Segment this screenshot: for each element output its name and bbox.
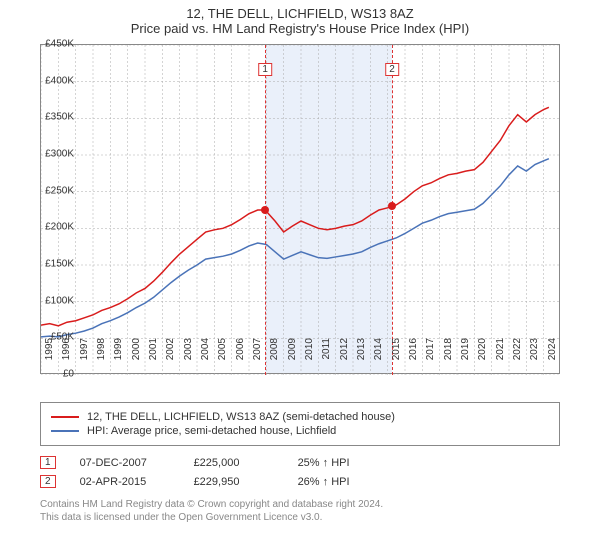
x-tick-label: 1997 [79,338,90,378]
x-tick-label: 2021 [495,338,506,378]
x-tick-label: 1996 [61,338,72,378]
x-tick-label: 2000 [131,338,142,378]
legend-swatch-property [51,416,79,418]
plot-area: 12 [40,44,560,374]
sale-marker-dot [388,202,396,210]
x-tick-label: 1998 [96,338,107,378]
sales-list: 1 07-DEC-2007 £225,000 25% ↑ HPI 2 02-AP… [40,456,560,488]
legend-label-hpi: HPI: Average price, semi-detached house,… [87,425,336,437]
y-tick-label: £350K [45,112,74,123]
chart-container: 12, THE DELL, LICHFIELD, WS13 8AZ Price … [0,0,600,524]
x-tick-label: 2015 [391,338,402,378]
y-tick-label: £150K [45,259,74,270]
legend-label-property: 12, THE DELL, LICHFIELD, WS13 8AZ (semi-… [87,411,395,423]
y-tick-label: £300K [45,149,74,160]
legend-item-hpi: HPI: Average price, semi-detached house,… [51,425,549,437]
footer-line: This data is licensed under the Open Gov… [40,511,560,524]
x-tick-label: 2019 [460,338,471,378]
x-tick-label: 2004 [200,338,211,378]
sale-flag-label: 1 [258,63,272,76]
y-tick-label: £250K [45,185,74,196]
x-tick-label: 2014 [373,338,384,378]
y-tick-label: £400K [45,75,74,86]
sale-marker-dot [261,206,269,214]
chart-title: 12, THE DELL, LICHFIELD, WS13 8AZ [0,0,600,21]
sale-index: 1 [40,456,56,469]
sale-delta: 26% ↑ HPI [298,476,350,488]
sale-row: 2 02-APR-2015 £229,950 26% ↑ HPI [40,475,560,488]
x-tick-label: 2005 [217,338,228,378]
sale-date: 07-DEC-2007 [80,457,170,469]
sale-date: 02-APR-2015 [80,476,170,488]
sale-price: £229,950 [194,476,274,488]
x-tick-label: 2001 [148,338,159,378]
x-tick-label: 1995 [44,338,55,378]
legend-item-property: 12, THE DELL, LICHFIELD, WS13 8AZ (semi-… [51,411,549,423]
x-tick-label: 2007 [252,338,263,378]
y-tick-label: £100K [45,295,74,306]
x-tick-label: 2013 [356,338,367,378]
x-tick-label: 2009 [287,338,298,378]
x-tick-label: 2002 [165,338,176,378]
y-tick-label: £450K [45,39,74,50]
x-tick-label: 1999 [113,338,124,378]
x-tick-label: 2012 [339,338,350,378]
x-tick-label: 2022 [512,338,523,378]
sale-flag-label: 2 [385,63,399,76]
x-tick-label: 2010 [304,338,315,378]
sale-index: 2 [40,475,56,488]
x-tick-label: 2017 [425,338,436,378]
y-tick-label: £200K [45,222,74,233]
x-tick-label: 2016 [408,338,419,378]
sale-row: 1 07-DEC-2007 £225,000 25% ↑ HPI [40,456,560,469]
legend: 12, THE DELL, LICHFIELD, WS13 8AZ (semi-… [40,402,560,446]
chart-area: 12 £0£50K£100K£150K£200K£250K£300K£350K£… [40,44,600,394]
x-tick-label: 2020 [477,338,488,378]
x-tick-label: 2003 [183,338,194,378]
footer: Contains HM Land Registry data © Crown c… [40,498,560,524]
x-tick-label: 2008 [269,338,280,378]
x-tick-label: 2023 [529,338,540,378]
legend-swatch-hpi [51,430,79,432]
x-tick-label: 2011 [321,338,332,378]
sale-delta: 25% ↑ HPI [298,457,350,469]
x-tick-label: 2024 [547,338,558,378]
x-tick-label: 2006 [235,338,246,378]
sale-price: £225,000 [194,457,274,469]
x-tick-label: 2018 [443,338,454,378]
footer-line: Contains HM Land Registry data © Crown c… [40,498,560,511]
chart-subtitle: Price paid vs. HM Land Registry's House … [0,21,600,44]
